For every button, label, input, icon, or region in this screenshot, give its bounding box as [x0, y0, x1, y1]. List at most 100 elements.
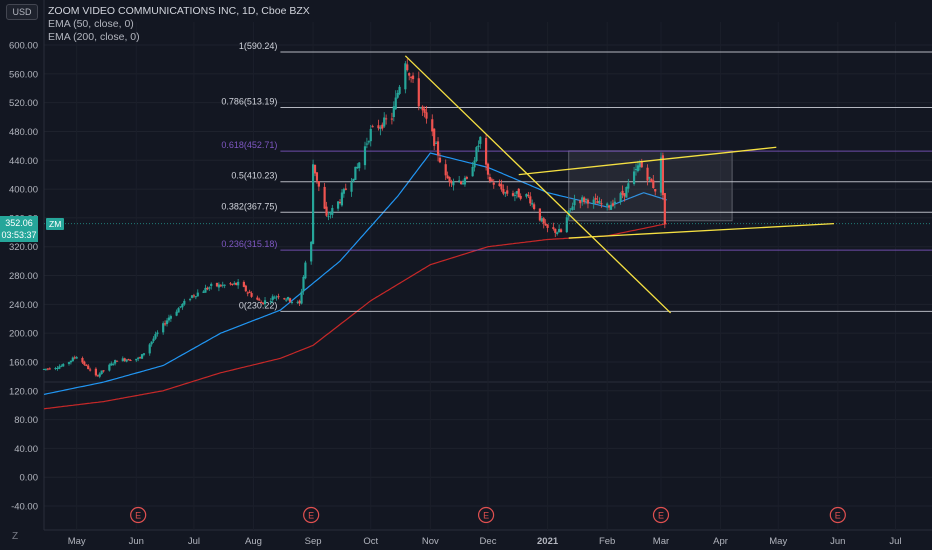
fib-level-label: 0.5(410.23): [231, 171, 277, 181]
y-tick-label: 0.00: [20, 473, 39, 484]
candle-body: [540, 218, 543, 222]
ema200-legend[interactable]: EMA (200, close, 0): [48, 31, 140, 43]
candle-body: [571, 206, 574, 211]
candle-body: [596, 200, 599, 204]
candle-body: [298, 300, 301, 304]
ema50-legend[interactable]: EMA (50, close, 0): [48, 18, 134, 30]
price-range-box: [568, 150, 733, 222]
currency-button[interactable]: USD: [6, 4, 38, 20]
candle-body: [659, 157, 663, 193]
candle-body: [459, 181, 463, 184]
candle-body: [515, 191, 518, 194]
earnings-marker-circle: [477, 506, 495, 524]
y-tick-label: 40.00: [14, 444, 38, 455]
candle-body: [277, 296, 280, 298]
fib-level-label: 0(230.22): [239, 300, 278, 310]
candle-body: [202, 291, 205, 293]
candle-body: [394, 97, 397, 110]
candle-body: [363, 146, 367, 166]
candle-body: [431, 119, 434, 132]
candle-body: [269, 300, 272, 302]
candle-body: [288, 298, 292, 302]
candle-body: [519, 195, 522, 199]
candle-body: [262, 302, 265, 304]
candle-body: [217, 284, 221, 288]
candle-body: [411, 75, 415, 80]
candle-body: [271, 296, 274, 300]
candle-body: [611, 203, 615, 206]
candle-body: [96, 375, 99, 377]
candle-body: [325, 206, 328, 216]
last-price-tag: 352.06 03:53:37: [0, 216, 38, 242]
candle-body: [331, 207, 334, 215]
candle-body: [569, 208, 572, 210]
trendline: [404, 55, 672, 314]
candle-body: [542, 218, 545, 224]
candle-body: [559, 229, 563, 232]
y-axis-ticks: 600.00560.00520.00480.00440.00400.00360.…: [9, 41, 38, 513]
candle-body: [110, 363, 113, 366]
fib-level-label: 0.786(513.19): [221, 97, 277, 107]
candle-body: [371, 126, 374, 128]
x-tick-label: Sep: [305, 536, 322, 547]
candle-body: [381, 124, 384, 129]
candle-body: [139, 357, 142, 359]
candle-body: [452, 181, 455, 186]
chart-grid: [43, 0, 932, 531]
candle-body: [287, 296, 290, 300]
candle-body: [115, 360, 119, 362]
earnings-marker-circle: [130, 506, 147, 524]
y-tick-label: 160.00: [9, 357, 38, 368]
candle-body: [340, 192, 344, 206]
candle-body: [311, 164, 315, 244]
candle-body: [423, 109, 426, 113]
candle-body: [465, 177, 468, 179]
candle-body: [638, 163, 641, 168]
candle-body: [317, 181, 320, 187]
candle-body: [383, 117, 386, 127]
x-tick-label: Oct: [363, 536, 378, 547]
candle-body: [634, 169, 638, 171]
candle-body: [650, 178, 653, 182]
x-tick-label: Aug: [245, 536, 262, 547]
candle-body: [573, 199, 576, 206]
y-tick-label: 120.00: [9, 386, 38, 397]
candle-body: [379, 127, 382, 129]
candle-body: [102, 370, 105, 372]
candle-body: [256, 297, 259, 300]
candle-body: [89, 369, 92, 371]
candle-body: [513, 194, 517, 196]
candle-body: [165, 320, 169, 325]
candle-body: [56, 368, 59, 370]
candle-body: [169, 316, 172, 319]
bar-countdown: 03:53:37: [1, 230, 37, 240]
candle-body: [433, 128, 436, 146]
candle-body: [148, 344, 151, 354]
candle-body: [108, 364, 111, 371]
candle-body: [654, 188, 657, 192]
candle-body: [450, 180, 453, 184]
candle-body: [342, 189, 345, 194]
x-tick-label: Dec: [480, 536, 497, 547]
candle-body: [436, 141, 440, 156]
candle-body: [154, 334, 157, 339]
candle-body: [586, 199, 590, 204]
candle-body: [504, 192, 507, 194]
candle-body: [242, 282, 245, 287]
candle-body: [350, 182, 353, 192]
candle-body: [73, 357, 76, 359]
candle-body: [592, 199, 595, 204]
candle-body: [435, 142, 438, 144]
y-tick-label: 320.00: [9, 242, 38, 253]
candle-body: [54, 368, 57, 370]
candle-body: [302, 276, 305, 292]
candle-body: [81, 357, 84, 363]
trendlines: [404, 55, 835, 314]
candle-body: [250, 293, 253, 297]
candle-body: [248, 291, 251, 293]
candle-body: [458, 180, 461, 182]
timezone-button[interactable]: Z: [12, 531, 19, 542]
candle-body: [417, 78, 420, 107]
candle-body: [385, 118, 388, 120]
